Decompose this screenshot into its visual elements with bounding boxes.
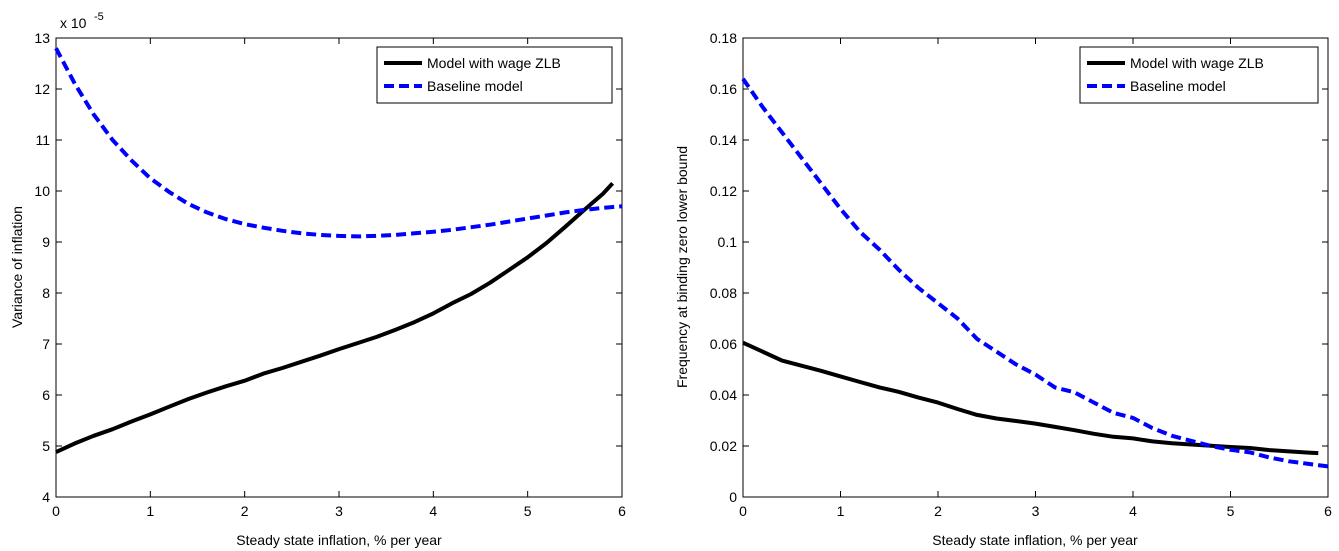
x-tick-label: 3 bbox=[335, 503, 343, 519]
y-tick-label: 0.06 bbox=[710, 336, 737, 352]
y-tick-label: 0.12 bbox=[710, 183, 737, 199]
legend-box-left bbox=[376, 46, 613, 104]
legend-box-right bbox=[1079, 46, 1319, 104]
series-line-baseline-model bbox=[54, 47, 623, 239]
x-tick-label: 1 bbox=[837, 503, 845, 519]
y-axis-label-left: Variance of inflation bbox=[9, 206, 25, 328]
legend-left: Model with wage ZLB Baseline model bbox=[376, 46, 613, 104]
y-tick-label: 10 bbox=[34, 183, 50, 199]
x-tick-label: 0 bbox=[739, 503, 747, 519]
x-axis-label-right: Steady state inflation, % per year bbox=[932, 532, 1138, 548]
y-tick-label: 9 bbox=[42, 234, 50, 250]
y-tick-label: 8 bbox=[42, 285, 50, 301]
y-tick-label: 12 bbox=[34, 81, 50, 97]
y-tick-label: 0.1 bbox=[718, 234, 738, 250]
y-tick-label: 0.14 bbox=[710, 132, 737, 148]
legend-label-model-right: Model with wage ZLB bbox=[1130, 55, 1264, 71]
x-axis-label-left: Steady state inflation, % per year bbox=[236, 532, 442, 548]
series-line-baseline-model bbox=[741, 77, 1329, 469]
x-tick-label: 4 bbox=[429, 503, 437, 519]
y-tick-label: 0.08 bbox=[710, 285, 737, 301]
series-lines-left bbox=[54, 47, 623, 454]
y-tick-label: 0.18 bbox=[710, 30, 737, 46]
y-tick-label: 7 bbox=[42, 336, 50, 352]
series-lines-right bbox=[741, 77, 1329, 469]
x-tick-label: 0 bbox=[52, 503, 60, 519]
plot-area-left bbox=[55, 37, 623, 498]
y-exponent-base-left: x 10 bbox=[60, 15, 87, 31]
x-tick-label: 2 bbox=[241, 503, 249, 519]
plot-area-right bbox=[742, 37, 1329, 498]
x-tick-label: 6 bbox=[1324, 503, 1332, 519]
y-axis-label-right: Frequency at binding zero lower bound bbox=[674, 146, 690, 388]
legend-label-baseline-right: Baseline model bbox=[1130, 78, 1226, 94]
x-tick-label: 5 bbox=[1227, 503, 1235, 519]
legend-label-baseline-left: Baseline model bbox=[427, 78, 523, 94]
x-tick-label: 6 bbox=[618, 503, 626, 519]
y-tick-label: 4 bbox=[42, 489, 50, 505]
x-tick-label: 2 bbox=[934, 503, 942, 519]
x-tick-label: 5 bbox=[524, 503, 532, 519]
x-tick-label: 4 bbox=[1129, 503, 1137, 519]
y-exponent-value-left: -5 bbox=[94, 11, 104, 23]
series-line-model-with-wage-zlb bbox=[742, 340, 1319, 456]
legend-right: Model with wage ZLB Baseline model bbox=[1079, 46, 1319, 104]
x-tick-label: 3 bbox=[1032, 503, 1040, 519]
y-tick-label: 0.04 bbox=[710, 387, 737, 403]
y-tick-label: 6 bbox=[42, 387, 50, 403]
legend-label-model-left: Model with wage ZLB bbox=[427, 55, 561, 71]
y-tick-label: 0 bbox=[729, 489, 737, 505]
y-tick-label: 0.02 bbox=[710, 438, 737, 454]
y-tick-label: 0.16 bbox=[710, 81, 737, 97]
series-line-model-with-wage-zlb bbox=[55, 181, 615, 454]
y-tick-label: 11 bbox=[35, 132, 50, 148]
ticks-right: 0 1 2 3 4 5 6 0 0.02 0.04 0.06 0.08 0.1 0.12 0.14 0.16 0… bbox=[710, 30, 1332, 519]
chart-right: 0 1 2 3 4 5 6 0 0.02 0.04 0.06 0.08 0.1 0.12 0.14 0.16 0… bbox=[674, 30, 1332, 548]
y-tick-label: 13 bbox=[34, 30, 50, 46]
x-tick-label: 1 bbox=[146, 503, 154, 519]
y-tick-label: 5 bbox=[42, 438, 50, 454]
